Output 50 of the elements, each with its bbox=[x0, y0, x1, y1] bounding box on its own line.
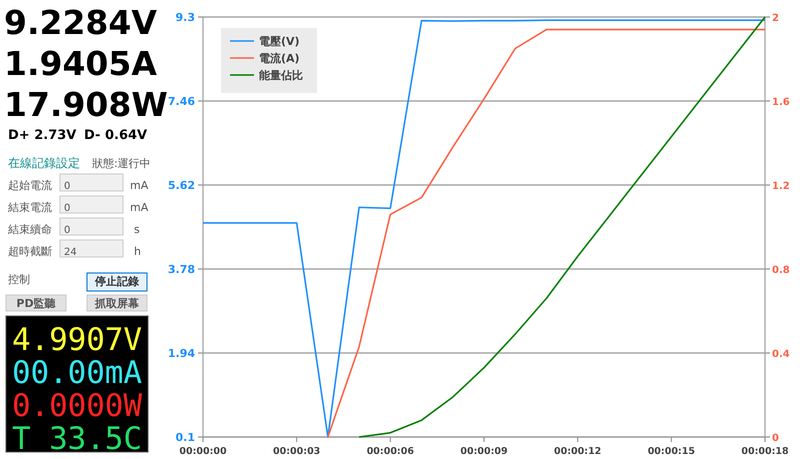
text: 狀態:運行中 bbox=[92, 157, 151, 170]
text: PD監聽 bbox=[16, 297, 57, 310]
x-tick-label: 00:00:18 bbox=[741, 446, 790, 457]
legend-label: 能量佔比 bbox=[259, 69, 303, 82]
text: 4.9907V bbox=[12, 322, 142, 358]
text: 結束續命 bbox=[7, 223, 52, 236]
text: D+ 2.73V bbox=[8, 128, 76, 143]
y2-tick-label: 1.2 bbox=[772, 181, 790, 192]
text: 結束電流 bbox=[7, 201, 52, 214]
text: 在線記錄設定 bbox=[8, 156, 80, 170]
text: mA bbox=[130, 179, 149, 192]
text: 0.0000W bbox=[12, 388, 142, 424]
text: 0 bbox=[64, 181, 70, 192]
text: 1.9405A bbox=[4, 44, 158, 83]
x-tick-label: 00:00:00 bbox=[179, 446, 228, 457]
x-tick-label: 00:00:12 bbox=[554, 446, 602, 457]
line-series bbox=[202, 19, 766, 438]
x-tick-label: 00:00:09 bbox=[460, 446, 508, 457]
x-tick-label: 00:00:15 bbox=[648, 446, 695, 457]
legend-label: 電流(A) bbox=[259, 52, 300, 65]
y2-tick-label: 1.6 bbox=[772, 97, 790, 108]
text: 00.00mA bbox=[12, 355, 142, 391]
y-tick-label: 5.62 bbox=[168, 179, 195, 192]
y2-tick-label: 0.4 bbox=[772, 349, 790, 360]
x-tick-label: 00:00:06 bbox=[366, 446, 414, 457]
text: 17.908W bbox=[4, 85, 168, 124]
text: mA bbox=[130, 201, 149, 214]
y-tick-label: 7.46 bbox=[168, 95, 196, 108]
text: s bbox=[134, 223, 140, 236]
y-tick-label: 9.3 bbox=[176, 11, 195, 24]
y-tick-label: 3.78 bbox=[168, 263, 195, 276]
text: 0 bbox=[64, 225, 70, 236]
text: 控制 bbox=[8, 273, 30, 286]
text: h bbox=[134, 245, 141, 258]
text: 停止記錄 bbox=[94, 275, 139, 288]
y-tick-label: 1.94 bbox=[168, 347, 196, 360]
x-tick-label: 00:00:03 bbox=[273, 446, 320, 457]
text: D- 0.64V bbox=[84, 128, 148, 143]
y-tick-label: 0.1 bbox=[176, 431, 195, 444]
text: 9.2284V bbox=[4, 3, 158, 42]
text: 超時截斷 bbox=[8, 245, 52, 258]
text: 起始電流 bbox=[8, 179, 52, 192]
y2-tick-label: 0 bbox=[772, 433, 779, 444]
text: T 33.5C bbox=[12, 421, 142, 457]
y2-tick-label: 0.8 bbox=[772, 265, 790, 276]
legend-label: 電壓(V) bbox=[259, 35, 300, 48]
y2-tick-label: 2 bbox=[772, 13, 779, 24]
text: 0 bbox=[64, 203, 70, 214]
text: 24 bbox=[64, 247, 77, 258]
text: 抓取屏幕 bbox=[94, 297, 140, 310]
